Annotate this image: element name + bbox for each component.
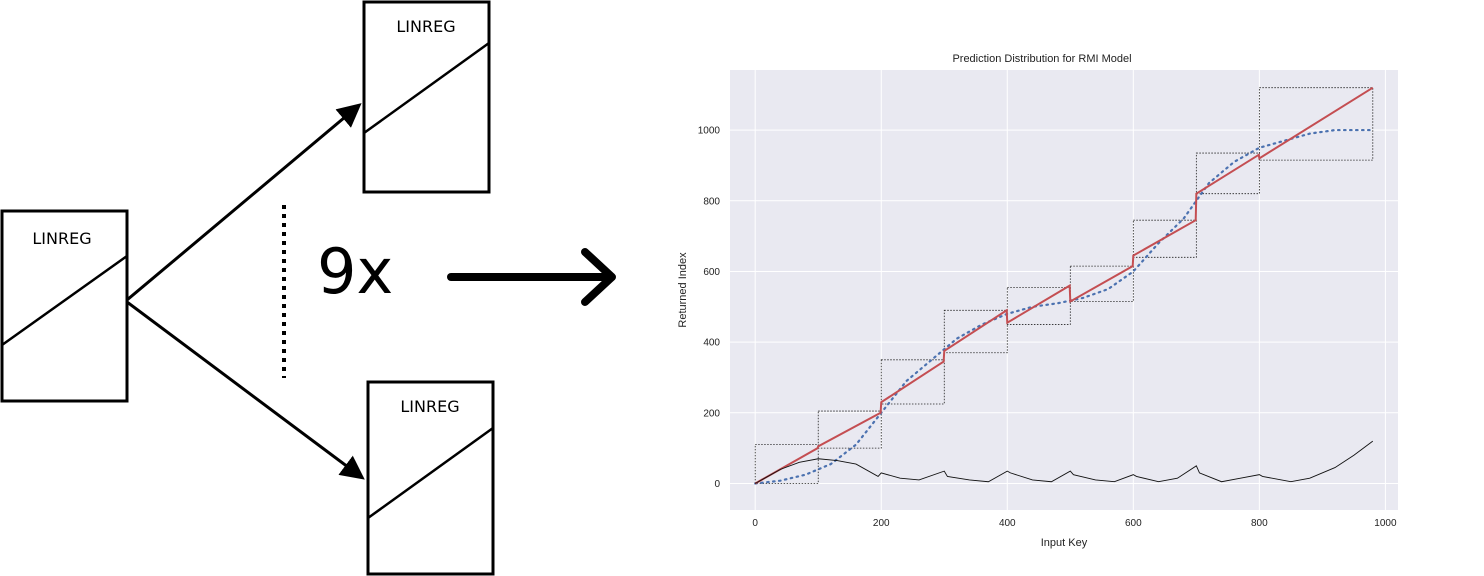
x-tick-label: 200 bbox=[873, 518, 890, 529]
bottom-child-regression-line bbox=[367, 426, 494, 520]
chart-title: Prediction Distribution for RMI Model bbox=[952, 53, 1131, 65]
segment-box bbox=[880, 359, 945, 405]
y-tick-label: 400 bbox=[703, 338, 720, 349]
root-model-label: LINREG bbox=[32, 229, 91, 248]
result-arrow-icon bbox=[447, 248, 616, 306]
top-child-regression-line bbox=[363, 41, 490, 135]
y-tick-label: 800 bbox=[703, 196, 720, 207]
y-tick-label: 600 bbox=[703, 267, 720, 278]
prediction-chart: Prediction Distribution for RMI Model 0 2… bbox=[677, 53, 1398, 549]
arrow-to-top-child bbox=[126, 103, 362, 302]
y-tick-label: 1000 bbox=[698, 126, 721, 137]
root-regression-line bbox=[1, 254, 128, 347]
segment-boxes bbox=[754, 87, 1374, 484]
series-line-error bbox=[754, 440, 1374, 484]
series-lines bbox=[754, 86, 1374, 485]
top-child-model-label: LINREG bbox=[396, 17, 455, 36]
x-tick-label: 600 bbox=[1125, 518, 1142, 529]
y-tick-label: 0 bbox=[714, 479, 720, 490]
grid bbox=[730, 70, 1398, 510]
tick-labels: 0 200 400 600 800 1000 0 200 400 600 800 1000 bbox=[698, 126, 1397, 529]
y-tick-label: 200 bbox=[703, 408, 720, 419]
x-tick-label: 0 bbox=[752, 518, 758, 529]
bottom-child-model-box: LINREG bbox=[366, 380, 495, 576]
segment-box bbox=[1006, 286, 1071, 325]
segment-box bbox=[754, 444, 819, 484]
top-child-model-box: LINREG bbox=[362, 0, 491, 194]
y-axis-label: Returned Index bbox=[677, 252, 689, 328]
segment-box bbox=[817, 410, 882, 449]
bottom-child-model-label: LINREG bbox=[400, 397, 459, 416]
root-model-box: LINREG bbox=[0, 209, 129, 403]
x-tick-label: 400 bbox=[999, 518, 1016, 529]
series-line-prediction bbox=[754, 86, 1374, 485]
segment-box bbox=[943, 309, 1008, 354]
arrow-to-bottom-child bbox=[126, 300, 365, 480]
segment-box bbox=[1195, 152, 1260, 195]
multiplier-label: 9x bbox=[317, 235, 393, 308]
x-axis-label: Input Key bbox=[1041, 537, 1088, 549]
segment-box bbox=[1132, 219, 1197, 258]
x-tick-label: 1000 bbox=[1374, 518, 1397, 529]
x-tick-label: 800 bbox=[1251, 518, 1268, 529]
rmi-diagram: LINREG LINREG LINREG 9x bbox=[0, 0, 616, 576]
segment-box bbox=[1069, 265, 1134, 302]
